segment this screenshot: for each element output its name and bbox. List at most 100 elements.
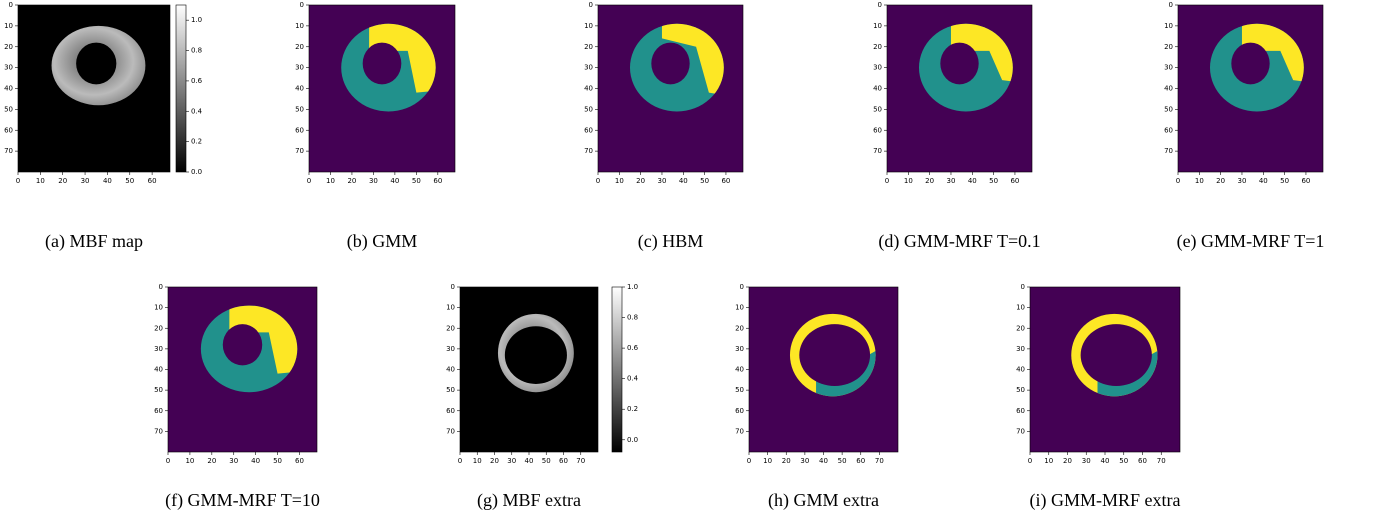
x-tick-label: 50 bbox=[1119, 457, 1128, 465]
y-tick-label: 0 bbox=[451, 283, 455, 291]
y-tick-label: 40 bbox=[873, 85, 882, 93]
y-tick-label: 50 bbox=[1016, 386, 1025, 394]
image bbox=[168, 287, 321, 452]
x-tick-label: 40 bbox=[390, 177, 399, 185]
y-tick-label: 50 bbox=[873, 105, 882, 113]
x-tick-label: 20 bbox=[782, 457, 791, 465]
caption: (b) GMM bbox=[347, 231, 418, 252]
colorbar-label: 1.0 bbox=[627, 283, 638, 291]
x-tick-label: 30 bbox=[369, 177, 378, 185]
x-tick-label: 60 bbox=[856, 457, 865, 465]
x-tick-label: 0 bbox=[747, 457, 751, 465]
x-tick-label: 10 bbox=[326, 177, 335, 185]
x-tick-label: 0 bbox=[307, 177, 311, 185]
hole bbox=[223, 324, 262, 365]
y-tick-label: 40 bbox=[1016, 366, 1025, 374]
y-tick-label: 30 bbox=[4, 64, 13, 72]
x-tick-label: 30 bbox=[1238, 177, 1247, 185]
x-tick-label: 10 bbox=[904, 177, 913, 185]
y-tick-label: 10 bbox=[295, 22, 304, 30]
hole bbox=[1231, 43, 1269, 85]
y-tick-label: 20 bbox=[873, 43, 882, 51]
y-tick-label: 40 bbox=[446, 366, 455, 374]
caption: (i) GMM-MRF extra bbox=[1030, 490, 1181, 511]
colorbar-label: 0.2 bbox=[191, 138, 202, 146]
y-tick-label: 70 bbox=[295, 147, 304, 155]
x-tick-label: 40 bbox=[525, 457, 534, 465]
colorbar-label: 0.0 bbox=[627, 436, 638, 444]
y-tick-label: 70 bbox=[446, 427, 455, 435]
x-tick-label: 20 bbox=[1216, 177, 1225, 185]
y-tick-label: 70 bbox=[1016, 427, 1025, 435]
y-tick-label: 30 bbox=[584, 64, 593, 72]
x-tick-label: 40 bbox=[1259, 177, 1268, 185]
y-tick-label: 0 bbox=[740, 283, 744, 291]
y-tick-label: 50 bbox=[4, 105, 13, 113]
colorbar-label: 0.2 bbox=[627, 405, 638, 413]
hole bbox=[76, 43, 116, 85]
x-tick-label: 10 bbox=[185, 457, 194, 465]
x-tick-label: 20 bbox=[347, 177, 356, 185]
image bbox=[309, 5, 459, 172]
y-tick-label: 0 bbox=[9, 1, 13, 9]
y-tick-label: 0 bbox=[1169, 1, 1173, 9]
y-tick-label: 20 bbox=[584, 43, 593, 51]
y-tick-label: 40 bbox=[295, 85, 304, 93]
image bbox=[749, 287, 898, 452]
colorbar-label: 0.0 bbox=[191, 168, 202, 176]
x-tick-label: 60 bbox=[721, 177, 730, 185]
x-tick-label: 20 bbox=[490, 457, 499, 465]
y-tick-label: 30 bbox=[295, 64, 304, 72]
x-tick-label: 30 bbox=[507, 457, 516, 465]
x-tick-label: 50 bbox=[700, 177, 709, 185]
x-tick-label: 70 bbox=[1157, 457, 1166, 465]
hole bbox=[651, 43, 689, 85]
y-tick-label: 10 bbox=[1164, 22, 1173, 30]
caption: (g) MBF extra bbox=[477, 490, 581, 511]
image bbox=[460, 287, 598, 452]
x-tick-label: 60 bbox=[559, 457, 568, 465]
caption: (f) GMM-MRF T=10 bbox=[165, 490, 320, 511]
x-tick-label: 10 bbox=[615, 177, 624, 185]
x-tick-label: 50 bbox=[838, 457, 847, 465]
x-tick-label: 20 bbox=[925, 177, 934, 185]
colorbar-label: 1.0 bbox=[191, 16, 202, 24]
x-tick-label: 10 bbox=[36, 177, 45, 185]
x-tick-label: 30 bbox=[229, 457, 238, 465]
x-tick-label: 70 bbox=[875, 457, 884, 465]
caption: (e) GMM-MRF T=1 bbox=[1177, 231, 1325, 252]
colorbar-label: 0.6 bbox=[627, 344, 639, 352]
x-tick-label: 40 bbox=[819, 457, 828, 465]
x-tick-label: 20 bbox=[207, 457, 216, 465]
x-tick-label: 20 bbox=[1063, 457, 1072, 465]
x-tick-label: 0 bbox=[16, 177, 20, 185]
colorbar-label: 0.8 bbox=[191, 47, 202, 55]
y-tick-label: 50 bbox=[154, 386, 163, 394]
y-tick-label: 20 bbox=[735, 324, 744, 332]
x-tick-label: 50 bbox=[542, 457, 551, 465]
x-tick-label: 60 bbox=[295, 457, 304, 465]
x-tick-label: 0 bbox=[1176, 177, 1180, 185]
y-tick-label: 50 bbox=[584, 105, 593, 113]
y-tick-label: 60 bbox=[295, 126, 304, 134]
hole bbox=[799, 324, 870, 386]
y-tick-label: 50 bbox=[735, 386, 744, 394]
y-tick-label: 20 bbox=[154, 324, 163, 332]
x-tick-label: 20 bbox=[58, 177, 67, 185]
x-tick-label: 40 bbox=[251, 457, 260, 465]
y-tick-label: 40 bbox=[1164, 85, 1173, 93]
image bbox=[1030, 287, 1180, 452]
y-tick-label: 50 bbox=[1164, 105, 1173, 113]
x-tick-label: 0 bbox=[166, 457, 170, 465]
y-tick-label: 40 bbox=[4, 85, 13, 93]
y-tick-label: 60 bbox=[1016, 407, 1025, 415]
x-tick-label: 60 bbox=[1138, 457, 1147, 465]
x-tick-label: 70 bbox=[576, 457, 585, 465]
y-tick-label: 60 bbox=[4, 126, 13, 134]
colorbar-label: 0.4 bbox=[627, 375, 639, 383]
y-tick-label: 0 bbox=[159, 283, 163, 291]
figure: 0 10 20 30 40 50 60 0 10 20 30 40 50 60 70 0.0 0.2 0.4 0.6… bbox=[0, 0, 1379, 523]
y-tick-label: 60 bbox=[446, 407, 455, 415]
caption: (h) GMM extra bbox=[768, 490, 879, 511]
y-tick-label: 30 bbox=[873, 64, 882, 72]
